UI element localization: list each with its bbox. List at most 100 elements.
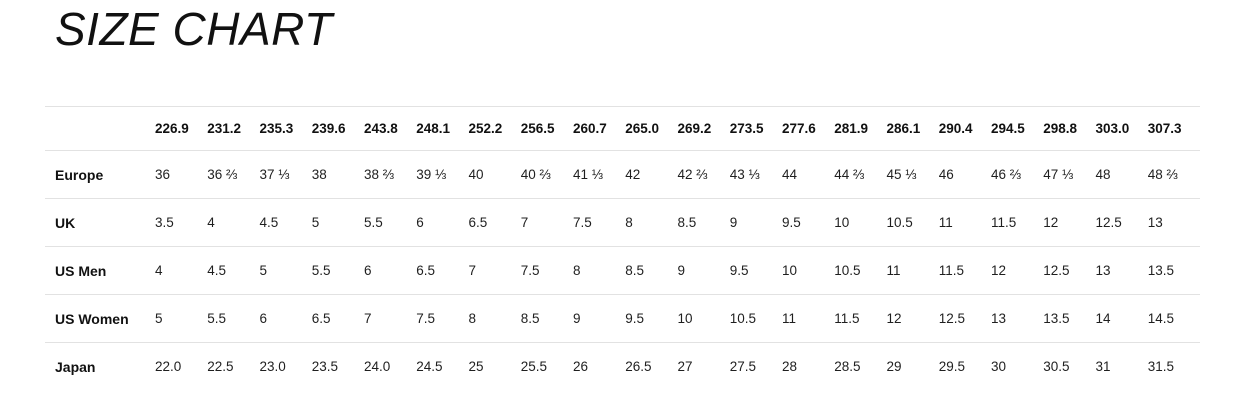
column-header: 265.0 [625,121,660,136]
column-header: 277.6 [782,121,816,136]
size-value-cell: 44 ⅔ [834,167,865,182]
size-value-cell: 9.5 [782,215,801,230]
row-label: US Women [55,310,129,327]
size-value-cell: 12 [991,263,1007,278]
size-value-cell: 41 ⅓ [573,167,604,182]
size-value-cell: 22.5 [207,359,234,375]
size-value-cell: 7.5 [520,263,540,278]
size-value-cell: 23.5 [311,359,339,375]
size-value-cell: 12 [1043,215,1059,230]
size-value-cell: 36 [155,167,171,182]
size-value-cell: 31.5 [1147,359,1175,375]
column-header: 281.9 [834,121,869,136]
size-value-cell: 48 [1095,167,1111,182]
size-value-cell: 45 ⅓ [886,167,917,182]
size-value-cell: 38 [311,167,327,182]
size-value-cell: 46 [938,167,954,182]
column-header: 298.8 [1043,121,1078,136]
size-value-cell: 30 [991,359,1007,375]
table-row: US Women 5 5.5 6 6.5 7 7.5 8 8.5 9 9.5 10 10.5 11 11.5… [45,294,1200,343]
size-value-cell: 5.5 [311,263,331,278]
size-value-cell: 12 [886,311,902,326]
size-value-cell: 4.5 [207,263,227,278]
size-value-cell: 5.5 [207,311,227,326]
size-value-cell: 25 [468,359,484,375]
size-value-cell: 23.0 [259,359,286,375]
size-value-cell: 44 [782,167,798,182]
size-value-cell: 48 ⅔ [1147,167,1178,182]
size-value-cell: 40 [468,167,484,182]
size-value-cell: 22.0 [155,359,182,375]
size-value-cell: 9 [677,263,686,278]
size-value-cell: 12.5 [1043,263,1070,278]
column-header: 239.6 [311,121,346,136]
column-header: 252.2 [468,121,503,136]
size-value-cell: 11.5 [834,311,860,326]
column-header: 273.5 [729,121,764,136]
size-value-cell: 29.5 [938,359,966,375]
size-value-cell: 12.5 [938,311,966,326]
size-value-cell: 31 [1095,359,1111,375]
size-value-cell: 26.5 [625,359,652,375]
row-label: US Men [55,262,107,279]
size-value-cell: 4 [155,263,163,278]
size-value-cell: 12.5 [1095,215,1122,230]
size-value-cell: 11 [886,263,901,278]
size-value-cell: 10 [677,311,693,326]
size-chart-table-container: 226.9 231.2 235.3 239.6 243.8 248.1 252.2 256.5… [45,106,1200,391]
size-value-cell: 13.5 [1147,263,1175,278]
size-value-cell: 8.5 [520,311,540,326]
size-value-cell: 38 ⅔ [364,167,395,182]
corner-cell [45,107,155,151]
size-value-cell: 11 [938,215,953,230]
size-value-cell: 8.5 [677,215,697,230]
size-value-cell: 6.5 [416,263,436,278]
size-value-cell: 6.5 [468,215,488,230]
size-value-cell: 11.5 [938,263,965,278]
size-value-cell: 7.5 [573,215,592,230]
size-chart-table: 226.9 231.2 235.3 239.6 243.8 248.1 252.2 256.5… [45,106,1200,391]
size-value-cell: 46 ⅔ [991,167,1022,182]
size-value-cell: 24.5 [416,359,443,375]
column-header: 303.0 [1095,121,1130,136]
size-value-cell: 7 [468,263,477,278]
size-value-cell: 6 [259,311,268,326]
size-value-cell: 5.5 [364,215,383,230]
size-value-cell: 10 [834,215,850,230]
size-value-cell: 39 ⅓ [416,167,447,182]
table-row: Japan 22.0 22.5 23.0 23.5 24.0 24.5 25 25.5 26 26.… [45,342,1200,391]
size-value-cell: 13 [991,311,1007,326]
size-value-cell: 27.5 [729,359,757,375]
size-value-cell: 36 ⅔ [207,167,238,182]
size-value-cell: 29 [886,359,902,375]
size-value-cell: 13 [1095,263,1111,278]
size-value-cell: 9.5 [729,263,749,278]
size-value-cell: 8 [573,263,581,278]
table-row: Europe 36 36 ⅔ 37 ⅓ 38 38 ⅔ 39 ⅓ 40 40 ⅔ 41 ⅓ 42 42… [45,150,1200,199]
size-value-cell: 11 [782,311,797,326]
column-header: 256.5 [520,121,555,136]
size-value-cell: 43 ⅓ [729,167,760,182]
column-header: 269.2 [677,121,712,136]
size-value-cell: 6.5 [311,311,331,326]
size-value-cell: 26 [573,359,589,375]
size-value-cell: 10.5 [729,311,757,326]
size-value-cell: 7 [520,215,529,230]
row-label: Japan [55,358,96,375]
size-value-cell: 7 [364,311,372,326]
size-value-cell: 11.5 [991,215,1017,230]
size-value-cell: 40 ⅔ [520,167,551,182]
column-header: 243.8 [364,121,398,136]
size-value-cell: 24.0 [364,359,391,375]
column-header: 294.5 [991,121,1025,136]
size-value-cell: 5 [311,215,320,230]
size-value-cell: 13.5 [1043,311,1070,326]
column-header: 307.3 [1147,121,1182,136]
size-value-cell: 13 [1147,215,1163,230]
size-value-cell: 5 [259,263,268,278]
size-value-cell: 42 ⅔ [677,167,708,182]
page-title: SIZE CHART [55,3,333,55]
size-value-cell: 9.5 [625,311,645,326]
size-value-cell: 7.5 [416,311,436,326]
table-header-row: 226.9 231.2 235.3 239.6 243.8 248.1 252.2 256.5… [45,106,1200,151]
